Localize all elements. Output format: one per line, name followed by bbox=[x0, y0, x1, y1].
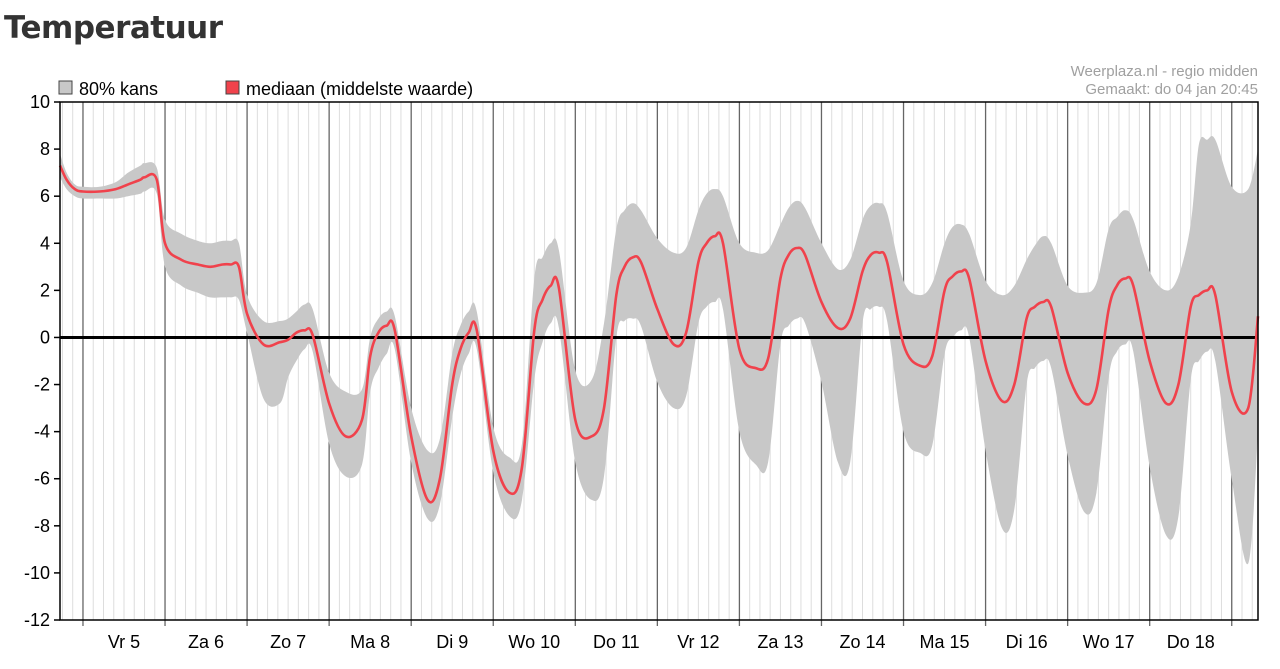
y-tick-label: -10 bbox=[24, 563, 50, 583]
page-title: Temperatuur bbox=[4, 10, 223, 46]
x-axis-day-labels: Vr 5 Za 6 Zo 7 Ma 8 Di 9 Wo 10 Do 11 Vr 12 Za 13… bbox=[108, 632, 1215, 652]
y-tick-label: 2 bbox=[40, 280, 50, 300]
y-tick-label: -4 bbox=[34, 422, 50, 442]
y-tick-label: 4 bbox=[40, 233, 50, 253]
legend-band-swatch bbox=[58, 80, 73, 95]
y-tick-label: -8 bbox=[34, 516, 50, 536]
legend-median-swatch bbox=[225, 80, 240, 95]
y-tick-label: 0 bbox=[40, 327, 50, 347]
legend-median-label: mediaan (middelste waarde) bbox=[246, 79, 473, 99]
day-label: Ma 8 bbox=[350, 632, 390, 652]
day-label: Wo 10 bbox=[508, 632, 560, 652]
legend-band-label: 80% kans bbox=[79, 79, 158, 99]
source-caption: Weerplaza.nl - regio midden bbox=[1071, 63, 1258, 80]
made-caption: Gemaakt: do 04 jan 20:45 bbox=[1085, 81, 1258, 98]
y-tick-label: -2 bbox=[34, 375, 50, 395]
day-label: Vr 5 bbox=[108, 632, 140, 652]
plot-frame bbox=[59, 101, 1259, 621]
day-label: Za 6 bbox=[188, 632, 224, 652]
y-axis-ticks bbox=[54, 101, 60, 621]
y-tick-label: 10 bbox=[30, 92, 50, 112]
day-label: Vr 12 bbox=[677, 632, 719, 652]
day-label: Zo 7 bbox=[270, 632, 306, 652]
day-label: Do 18 bbox=[1167, 632, 1215, 652]
day-label: Wo 17 bbox=[1083, 632, 1135, 652]
day-label: Di 16 bbox=[1006, 632, 1048, 652]
day-label: Ma 15 bbox=[920, 632, 970, 652]
median-line bbox=[58, 165, 1260, 504]
y-tick-label: -6 bbox=[34, 469, 50, 489]
band-80-percent bbox=[60, 136, 1258, 565]
y-tick-label: -12 bbox=[24, 610, 50, 630]
legend: 80% kans mediaan (middelste waarde) bbox=[58, 79, 473, 99]
y-tick-label: 6 bbox=[40, 186, 50, 206]
y-axis-tick-labels: 10 8 6 4 2 0 -2 -4 -6 -8 -10 -12 bbox=[24, 92, 50, 630]
day-label: Do 11 bbox=[593, 632, 640, 652]
day-label: Di 9 bbox=[436, 632, 468, 652]
day-label: Za 13 bbox=[757, 632, 803, 652]
day-label: Zo 14 bbox=[839, 632, 885, 652]
y-tick-label: 8 bbox=[40, 139, 50, 159]
